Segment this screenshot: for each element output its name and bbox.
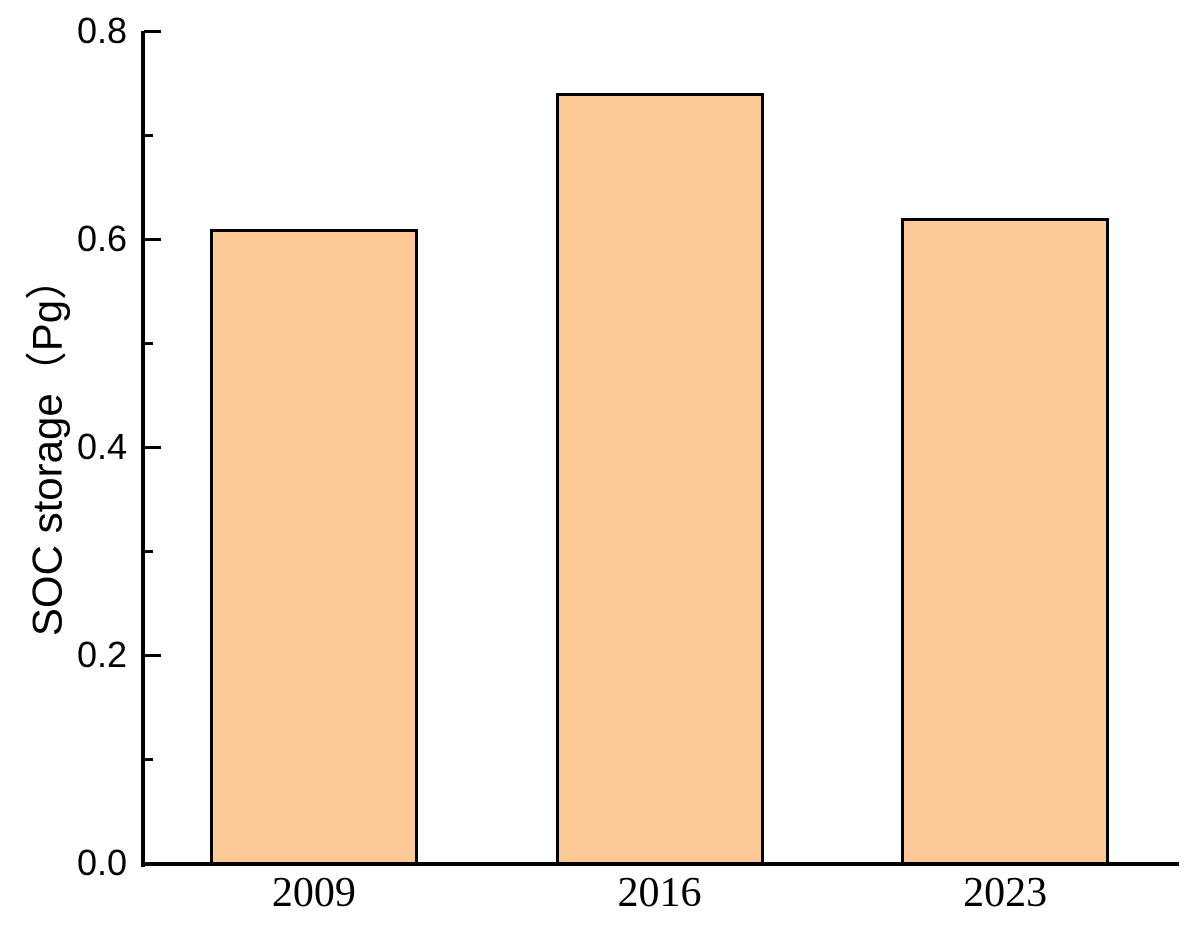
y-tick-label: 0.0 [76, 842, 127, 883]
x-axis-line [141, 862, 1179, 866]
y-tick-label: 0.2 [76, 634, 127, 675]
x-tick-label: 2023 [963, 870, 1048, 916]
y-tick-minor [144, 549, 153, 553]
y-tick-major [144, 445, 161, 449]
y-axis-line [141, 31, 145, 867]
y-tick-label: 0.8 [76, 10, 127, 51]
bar [555, 93, 764, 865]
y-tick-major [144, 237, 161, 241]
x-tick-label: 2009 [271, 870, 356, 916]
y-tick-minor [144, 341, 153, 345]
x-tick-label: 2016 [617, 870, 702, 916]
bar [901, 218, 1110, 865]
y-tick-minor [144, 133, 153, 137]
y-tick-label: 0.6 [76, 218, 127, 259]
y-tick-major [144, 29, 161, 33]
y-tick-minor [144, 757, 153, 761]
y-tick-label: 0.4 [76, 426, 127, 467]
bar [209, 228, 418, 865]
y-tick-major [144, 653, 161, 657]
